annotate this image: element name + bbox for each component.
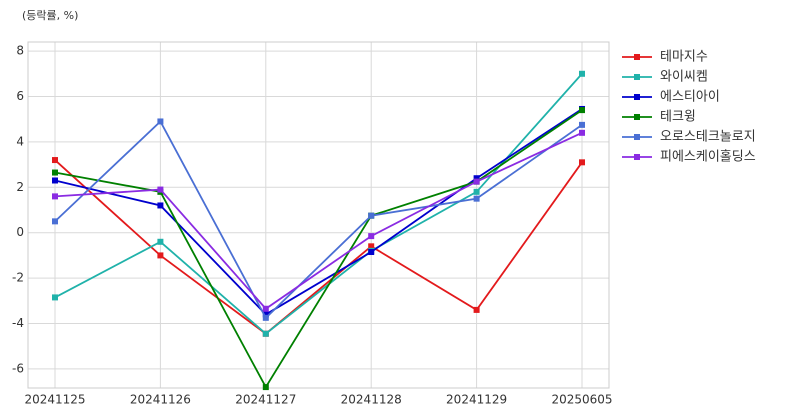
point-marker — [579, 129, 585, 136]
y-tick-label: -4 — [12, 316, 24, 330]
point-marker — [157, 252, 164, 259]
point-marker — [52, 177, 58, 184]
point-marker — [157, 202, 164, 209]
y-tick-label: 8 — [16, 44, 24, 58]
point-marker — [579, 159, 585, 166]
legend-label: 테크윙 — [660, 109, 696, 125]
legend-marker — [634, 54, 640, 60]
point-marker — [52, 218, 58, 225]
legend-marker — [634, 154, 640, 160]
point-marker — [368, 212, 375, 219]
legend-marker — [634, 114, 640, 120]
series-line — [54, 131, 583, 310]
legend-label: 테마지수 — [660, 50, 708, 65]
y-axis-label: (등락률, %) — [22, 9, 78, 22]
y-tick-label: -6 — [12, 361, 24, 375]
series-line — [54, 108, 583, 316]
legend-label: 에스티아이 — [660, 90, 720, 105]
legend-label: 오로스테크놀로지 — [660, 130, 756, 145]
plot-frame — [27, 41, 610, 389]
series-line — [54, 159, 583, 335]
point-marker — [579, 70, 585, 77]
point-marker — [52, 157, 58, 164]
series-line — [54, 73, 583, 335]
point-marker — [473, 175, 480, 182]
point-marker — [473, 195, 480, 202]
point-marker — [368, 243, 375, 250]
point-marker — [473, 306, 480, 313]
y-tick-label: -2 — [12, 271, 24, 285]
point-marker — [52, 294, 58, 301]
x-tick-label: 20241126 — [130, 393, 191, 407]
point-marker — [157, 238, 164, 245]
y-tick-label: 6 — [16, 89, 24, 103]
x-tick-label: 20241128 — [341, 393, 402, 407]
legend-label: 피에스케이홀딩스 — [660, 150, 756, 165]
x-tick-label: 20241127 — [235, 393, 296, 407]
point-marker — [262, 305, 269, 312]
point-marker — [262, 311, 269, 318]
x-tick-label: 20250605 — [551, 393, 612, 407]
point-marker — [52, 193, 58, 200]
legend-marker — [634, 134, 640, 140]
series-line — [54, 119, 583, 320]
point-marker — [262, 330, 269, 337]
point-marker — [579, 121, 585, 128]
point-marker — [157, 186, 164, 193]
x-tick-label: 20241129 — [446, 393, 507, 407]
legend-marker — [634, 74, 640, 80]
y-tick-label: 0 — [16, 225, 24, 239]
point-marker — [473, 188, 480, 195]
y-tick-label: 4 — [16, 134, 24, 148]
point-marker — [473, 178, 480, 185]
point-marker — [579, 107, 585, 114]
series-line — [54, 109, 583, 389]
point-marker — [52, 169, 58, 176]
x-tick-label: 20241125 — [24, 393, 85, 407]
point-marker — [262, 384, 269, 391]
y-tick-label: 2 — [16, 180, 24, 194]
point-marker — [368, 233, 375, 240]
point-marker — [157, 118, 164, 125]
point-marker — [368, 249, 375, 256]
point-marker — [262, 314, 269, 321]
legend-marker — [634, 94, 640, 100]
legend-label: 와이씨켐 — [660, 70, 708, 85]
